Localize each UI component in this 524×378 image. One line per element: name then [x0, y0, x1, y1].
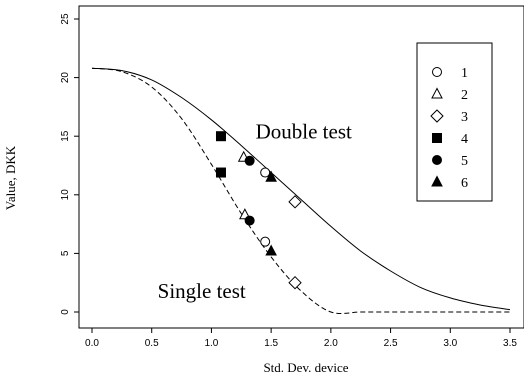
legend-marker-filled-circle [432, 155, 442, 165]
x-tick-label: 1.5 [264, 338, 278, 349]
legend: 1 2 3 4 5 6 [416, 42, 493, 202]
x-tick-label: 0.5 [145, 338, 159, 349]
data-point-filled-circle [244, 215, 255, 226]
legend-marker-open-diamond [430, 109, 444, 123]
x-tick-label: 2.5 [384, 338, 398, 349]
data-point-open-diamond [288, 275, 302, 290]
data-points [215, 131, 302, 290]
curve-annotation: Double test [256, 120, 352, 144]
y-tick-label: 20 [60, 72, 71, 84]
annotations: Double test Single test [158, 120, 352, 303]
data-point-filled-triangle [265, 244, 277, 256]
legend-label: 4 [461, 132, 468, 147]
y-axis: 0 5 10 15 20 25 [60, 13, 80, 315]
x-tick-label: 2.0 [324, 338, 338, 349]
data-point-open-circle [260, 167, 271, 178]
legend-marker-filled-triangle [431, 175, 443, 187]
y-tick-label: 5 [60, 250, 71, 256]
data-point-filled-circle [244, 155, 255, 166]
data-point-filled-triangle [265, 170, 277, 182]
x-tick-label: 1.0 [204, 338, 218, 349]
legend-marker-open-triangle [431, 87, 443, 99]
y-tick-label: 15 [60, 130, 71, 142]
data-point-filled-square [215, 167, 226, 178]
y-tick-label: 10 [60, 189, 71, 201]
legend-label: 1 [461, 66, 468, 81]
single-test-curve [91, 67, 510, 315]
curves [91, 67, 511, 315]
double-test-curve [91, 67, 511, 311]
curve-annotation: Single test [158, 279, 246, 303]
y-tick-label: 25 [60, 13, 71, 25]
data-point-open-diamond [288, 195, 302, 209]
legend-marker-filled-square [432, 133, 442, 143]
legend-label: 3 [461, 110, 468, 125]
legend-marker-open-circle [432, 67, 442, 77]
x-axis: 0.0 0.5 1.0 1.5 2.0 2.5 3.0 3.5 [85, 327, 517, 349]
data-point-filled-square [215, 131, 226, 142]
x-axis-title: Std. Dev. device [263, 360, 348, 375]
legend-label: 2 [461, 88, 468, 103]
legend-box [416, 42, 493, 202]
x-tick-label: 3.5 [503, 338, 517, 349]
y-axis-title: Value, DKK [3, 145, 18, 210]
y-tick-label: 0 [60, 309, 71, 315]
data-point-open-circle [260, 236, 271, 247]
x-tick-label: 0.0 [85, 338, 99, 349]
x-tick-label: 3.0 [443, 338, 457, 349]
legend-label: 5 [461, 154, 468, 169]
legend-label: 6 [461, 176, 468, 191]
